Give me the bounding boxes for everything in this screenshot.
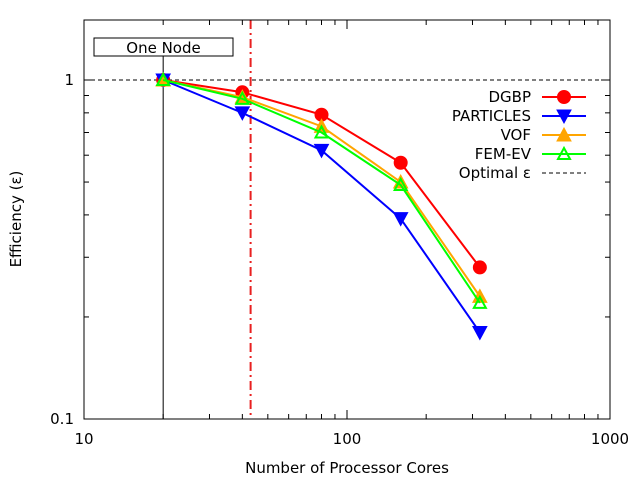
data-point-particles	[234, 106, 251, 121]
x-tick-label: 1000	[591, 430, 629, 448]
legend-label-dgbp: DGBP	[488, 88, 531, 106]
data-point-fem-ev	[155, 71, 171, 86]
data-point-dgbp	[393, 155, 408, 170]
x-axis-label: Number of Processor Cores	[245, 459, 449, 477]
data-point-fem-ev	[313, 124, 330, 139]
legend-label-fem-ev: FEM-EV	[475, 145, 532, 163]
legend-marker-particles	[556, 109, 572, 125]
data-point-fem-ev	[392, 176, 409, 192]
legend-marker-fem-ev	[556, 145, 572, 160]
one-node-box	[93, 37, 234, 57]
legend-marker-dgbp	[557, 90, 571, 104]
data-point-particles	[313, 143, 330, 159]
legend-label-particles: PARTICLES	[452, 107, 531, 125]
data-point-fem-ev	[472, 294, 488, 309]
y-tick-label: 0.1	[50, 410, 74, 428]
one-node-label: One Node	[126, 39, 200, 57]
data-point-particles	[472, 325, 488, 341]
x-tick-label: 100	[333, 430, 362, 448]
data-point-dgbp	[472, 260, 487, 275]
legend-marker-vof	[556, 126, 572, 142]
y-axis-label: Efficiency (ε)	[7, 171, 25, 268]
series-line-fem-ev	[162, 79, 481, 304]
legend-label-vof: VOF	[501, 126, 531, 144]
y-tick-label: 1	[64, 71, 74, 89]
data-point-fem-ev	[234, 90, 251, 105]
legend-label-optimal: Optimal ε	[459, 164, 531, 182]
data-point-particles	[392, 212, 409, 227]
x-tick-label: 10	[74, 430, 93, 448]
